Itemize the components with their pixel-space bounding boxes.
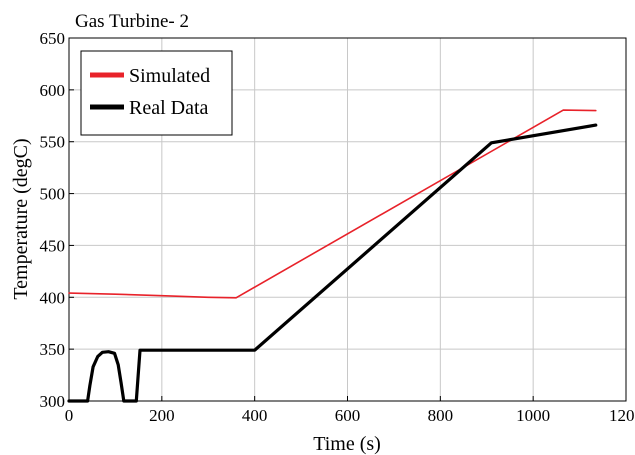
series-line-simulated <box>68 109 597 299</box>
legend-label: Simulated <box>129 65 210 87</box>
series-lines <box>67 109 598 403</box>
y-tick-label: 650 <box>40 29 66 48</box>
x-tick-label: 800 <box>428 406 454 425</box>
y-tick-label: 300 <box>40 392 66 411</box>
y-tick-label: 450 <box>40 236 66 255</box>
legend-box <box>80 50 233 136</box>
x-axis-label: Time (s) <box>313 433 381 455</box>
x-tick-label: 1200 <box>609 406 635 425</box>
x-tick-label: 0 <box>65 406 74 425</box>
y-tick-label: 400 <box>40 288 66 307</box>
y-tick-label: 550 <box>40 133 66 152</box>
y-tick-label: 350 <box>40 340 66 359</box>
x-tick-label: 200 <box>149 406 175 425</box>
x-tick-label: 1000 <box>516 406 550 425</box>
x-axis-ticks: 0 200 400 600 800 1000 1200 <box>65 396 635 425</box>
chart-title: Gas Turbine- 2 <box>75 11 189 32</box>
series-line-real-data <box>67 123 598 403</box>
x-tick-label: 400 <box>242 406 268 425</box>
y-axis-label: Temperature (degC) <box>10 138 32 299</box>
y-tick-label: 600 <box>40 81 66 100</box>
legend: Simulated Real Data <box>80 50 233 136</box>
legend-label: Real Data <box>129 97 209 119</box>
x-tick-label: 600 <box>335 406 361 425</box>
y-tick-label: 500 <box>40 185 66 204</box>
y-axis-ticks: 300 350 400 450 500 550 600 650 <box>40 29 74 411</box>
